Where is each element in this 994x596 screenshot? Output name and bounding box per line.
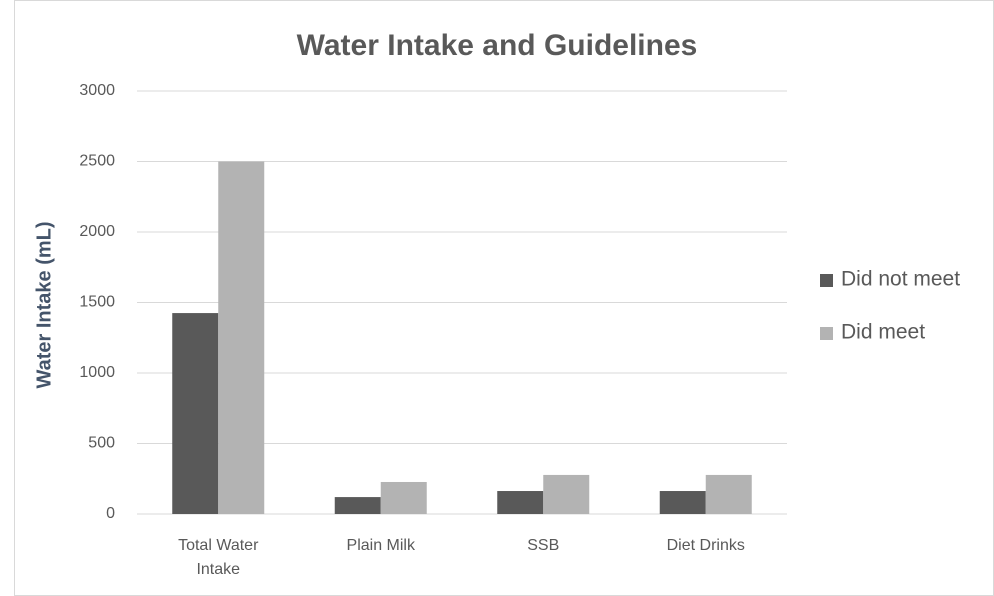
bar [659,491,706,514]
bar [497,491,544,514]
y-tick-label: 3000 [79,82,115,99]
legend-label: Did not meet [841,268,960,291]
x-tick-label: Total Water Intake [178,537,259,578]
legend-swatch [820,327,833,340]
y-tick-label: 2500 [79,153,115,170]
bar [334,497,381,514]
x-tick-label: Plain Milk [346,537,415,554]
y-tick-label: 1000 [79,364,115,381]
y-tick-label: 0 [106,505,115,522]
y-tick-label: 500 [88,435,115,452]
bar [543,474,590,514]
bar [705,474,752,514]
bar [380,481,427,514]
x-tick-label: SSB [527,537,560,554]
y-tick-label: 1500 [79,294,115,311]
bar [172,313,219,514]
legend-label: Did meet [841,321,925,344]
bar [218,161,265,514]
x-tick-label: Diet Drinks [666,537,745,554]
y-tick-label: 2000 [79,223,115,240]
y-axis-label: Water Intake (mL) [33,221,55,388]
chart-title: Water Intake and Guidelines [297,29,698,62]
legend-swatch [820,274,833,287]
